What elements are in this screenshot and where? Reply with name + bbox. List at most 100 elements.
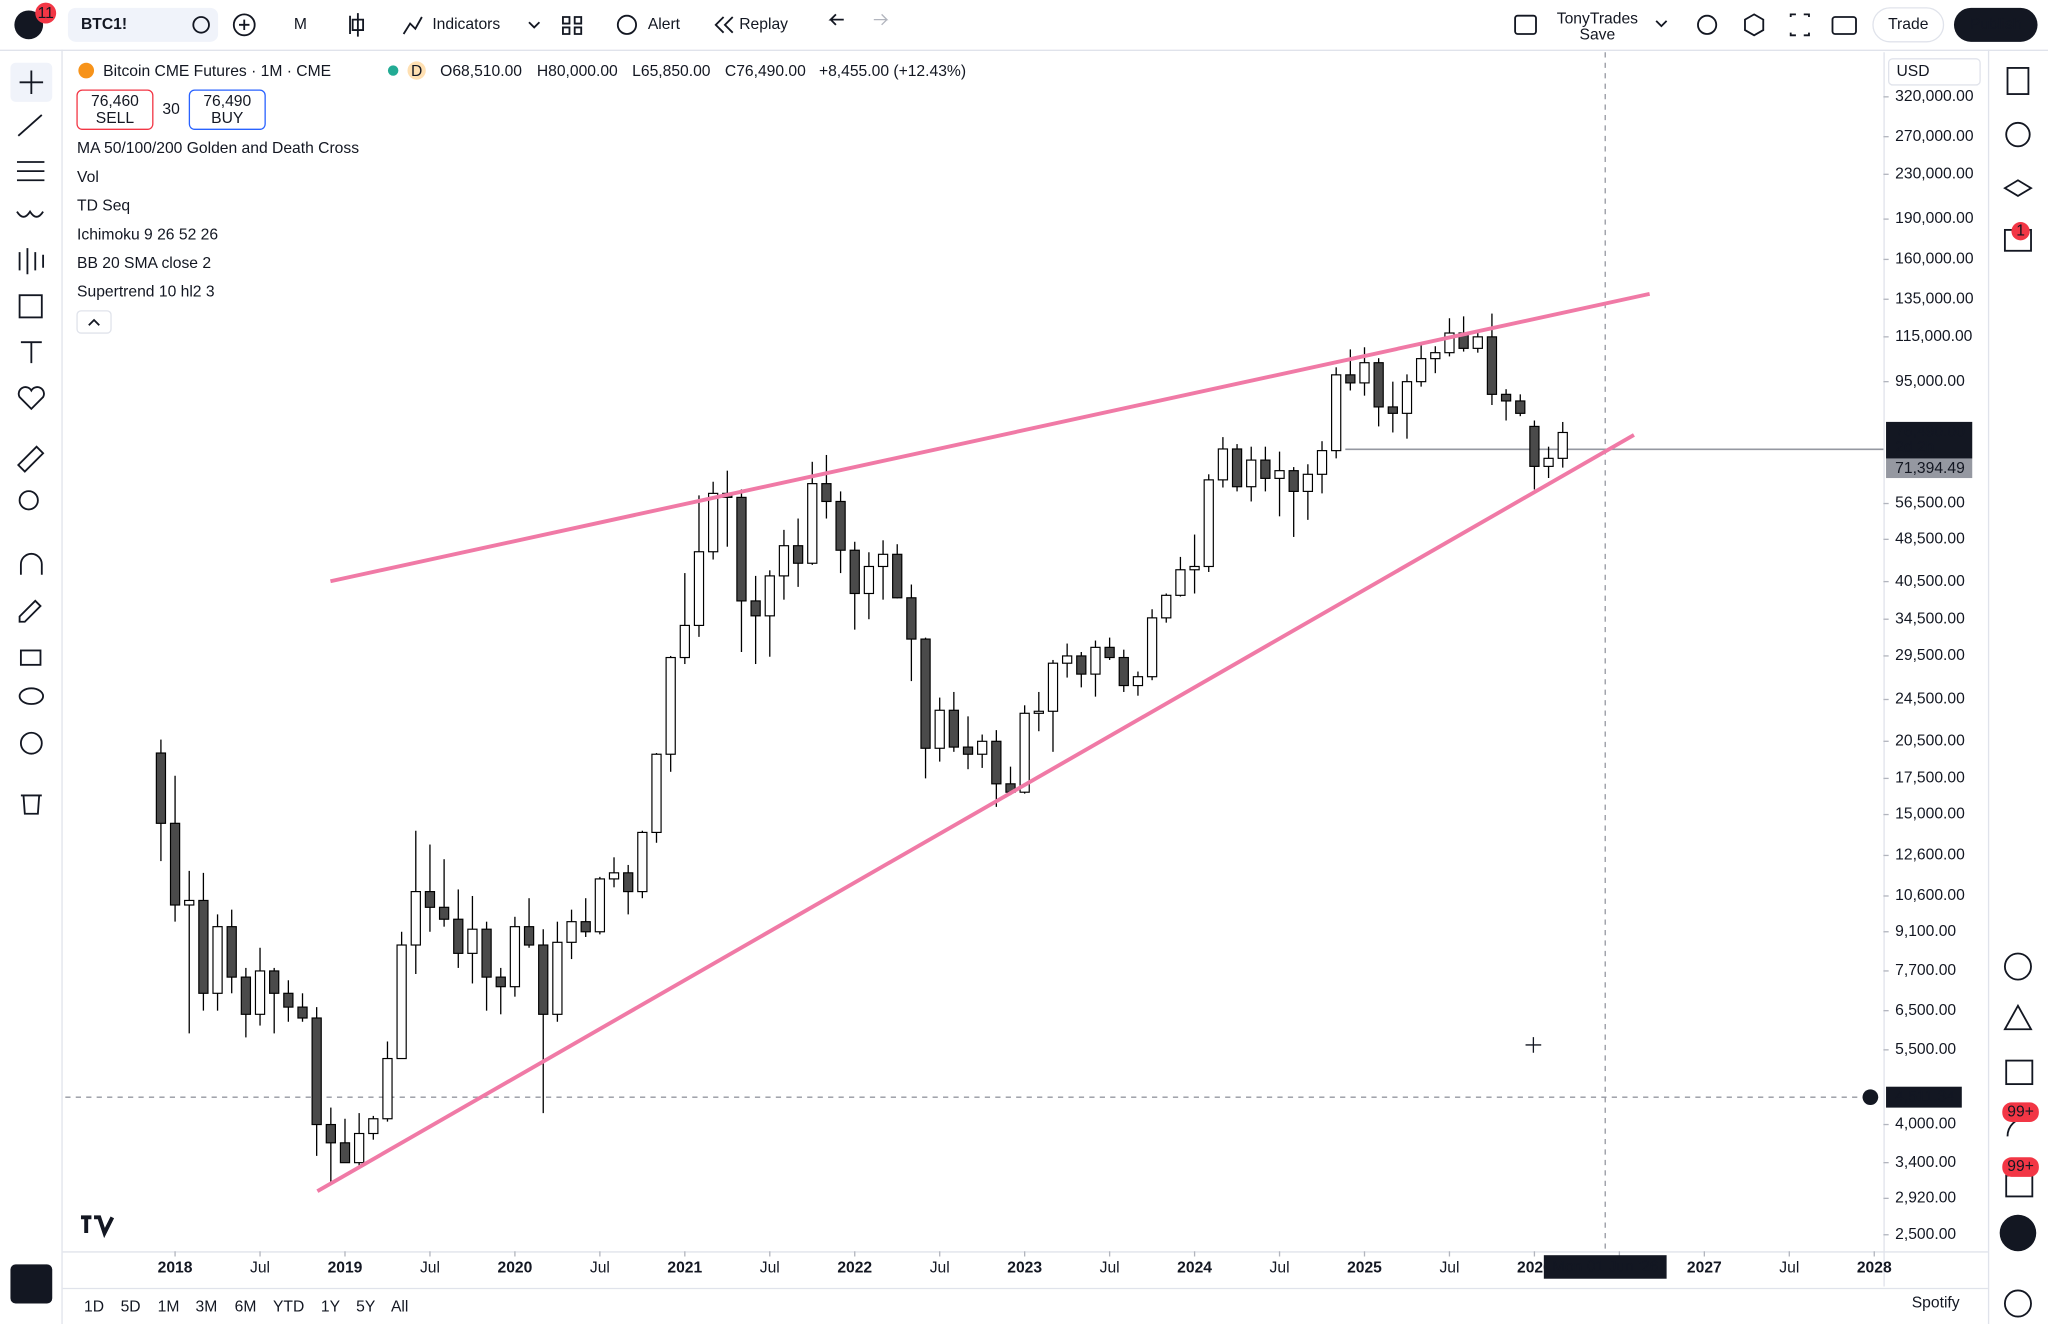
alerts-panel[interactable] xyxy=(2005,121,2031,148)
pattern-tool[interactable] xyxy=(16,209,44,218)
ohlc-change: +8,455.00 (+12.43%) xyxy=(819,63,966,80)
candle-body xyxy=(863,565,875,595)
candle-body xyxy=(1529,425,1540,467)
collapse-button[interactable] xyxy=(76,310,112,334)
candle-body xyxy=(410,891,421,946)
favorites-tool[interactable] xyxy=(17,386,45,411)
alert-button: Alert xyxy=(648,16,681,33)
text-tool[interactable] xyxy=(20,341,42,364)
range-button[interactable]: 3M xyxy=(195,1299,217,1316)
y-tick-label: 7,700.00 xyxy=(1895,962,1956,979)
draw-mode[interactable] xyxy=(18,599,42,623)
y-tick-label: 95,000.00 xyxy=(1895,373,1965,390)
lock-tool[interactable] xyxy=(19,649,42,666)
crosshair-price: 4,511.34 xyxy=(1895,1088,1955,1105)
candle-body xyxy=(637,831,648,893)
magnet-tool[interactable] xyxy=(19,552,43,575)
buy-box[interactable] xyxy=(188,89,266,130)
sell-box[interactable] xyxy=(76,89,154,130)
crosshair-date-box xyxy=(1543,1255,1667,1279)
search-icon[interactable] xyxy=(1697,14,1718,35)
remove-tool[interactable] xyxy=(20,794,42,815)
cursor-tool[interactable] xyxy=(19,70,44,95)
symbol-box[interactable] xyxy=(67,7,219,42)
x-tick-label: Jul xyxy=(1100,1259,1120,1276)
hide-tool[interactable] xyxy=(18,687,45,705)
avatar[interactable] xyxy=(14,10,44,40)
candle-body xyxy=(608,872,620,880)
range-button[interactable]: 1Y xyxy=(321,1299,341,1316)
undo[interactable] xyxy=(828,13,844,26)
candle-body xyxy=(424,891,436,908)
candle-body xyxy=(948,709,960,748)
candle-body xyxy=(835,500,846,551)
publish-button[interactable] xyxy=(1953,7,2038,42)
range-button[interactable]: 6M xyxy=(235,1299,257,1316)
alert-icon[interactable] xyxy=(616,14,637,35)
chart-type[interactable] xyxy=(349,13,365,37)
settings[interactable] xyxy=(1744,13,1765,37)
candle-body xyxy=(1373,362,1384,408)
candle-body xyxy=(1146,617,1158,678)
candle-body xyxy=(778,545,790,577)
currency-box[interactable] xyxy=(1888,58,1981,86)
range-button[interactable]: All xyxy=(391,1299,408,1316)
trade-label: Trade xyxy=(1888,16,1929,33)
candle-body xyxy=(877,553,889,568)
y-tick-label: 17,500.00 xyxy=(1895,770,1965,787)
help[interactable] xyxy=(2003,1289,2032,1318)
range-button[interactable]: 1D xyxy=(84,1299,104,1316)
replay-icon[interactable] xyxy=(714,16,734,34)
candle-body xyxy=(1231,448,1243,488)
candle-body xyxy=(1217,448,1229,481)
apps[interactable] xyxy=(1999,1214,2037,1252)
indicator-name: Vol xyxy=(77,169,99,186)
calendar[interactable] xyxy=(2005,1059,2034,1086)
redo[interactable] xyxy=(873,13,889,26)
candle-body xyxy=(651,753,662,834)
symbol-icon[interactable] xyxy=(192,16,210,34)
trendline-tool[interactable] xyxy=(17,114,43,137)
x-tick-label: 2023 xyxy=(1007,1259,1042,1276)
lower-trendline[interactable] xyxy=(316,433,1635,1193)
candle-body xyxy=(566,921,577,943)
star-button[interactable] xyxy=(10,1264,53,1304)
add-symbol[interactable] xyxy=(232,13,256,37)
range-button[interactable]: YTD xyxy=(273,1299,304,1316)
measure-tool[interactable] xyxy=(16,445,45,473)
snapshot[interactable] xyxy=(1831,16,1857,35)
range-button[interactable]: 1M xyxy=(158,1299,180,1316)
dropdown[interactable] xyxy=(528,21,541,29)
user-dropdown[interactable] xyxy=(1655,20,1668,28)
indicators-icon[interactable] xyxy=(402,16,423,35)
shape-tool[interactable] xyxy=(18,294,43,319)
candle-body xyxy=(1472,336,1483,349)
y-tick-label: 34,500.00 xyxy=(1895,610,1965,627)
candle-body xyxy=(1076,655,1087,675)
forecast-tool[interactable] xyxy=(18,248,45,275)
range-button[interactable]: 5Y xyxy=(356,1299,376,1316)
notification-count: 11 xyxy=(38,5,54,22)
fullscreen[interactable] xyxy=(1789,13,1810,37)
candle-body xyxy=(580,921,591,933)
badge-bg xyxy=(2011,222,2030,241)
object-tree[interactable] xyxy=(19,731,43,755)
trade-button[interactable] xyxy=(1872,7,1945,43)
layers[interactable] xyxy=(2003,179,2033,198)
target[interactable] xyxy=(2003,952,2032,981)
watchlist[interactable] xyxy=(2006,67,2030,95)
layouts[interactable] xyxy=(562,16,583,35)
user-name: TonyTrades xyxy=(1557,11,1638,28)
candle-body xyxy=(523,926,535,946)
candle-body xyxy=(1061,655,1073,664)
ideas[interactable] xyxy=(2003,1003,2033,1031)
fib-tool[interactable] xyxy=(16,161,45,182)
zoom-tool[interactable] xyxy=(18,490,39,511)
layout-icon[interactable] xyxy=(1514,14,1537,35)
last-price-box xyxy=(1886,421,1973,459)
candle-body xyxy=(1189,565,1200,571)
upper-trendline[interactable] xyxy=(330,291,1651,584)
range-button[interactable]: 5D xyxy=(121,1299,141,1316)
candle-body xyxy=(1288,470,1299,492)
last-price: 76,490.00 xyxy=(1895,423,1965,440)
